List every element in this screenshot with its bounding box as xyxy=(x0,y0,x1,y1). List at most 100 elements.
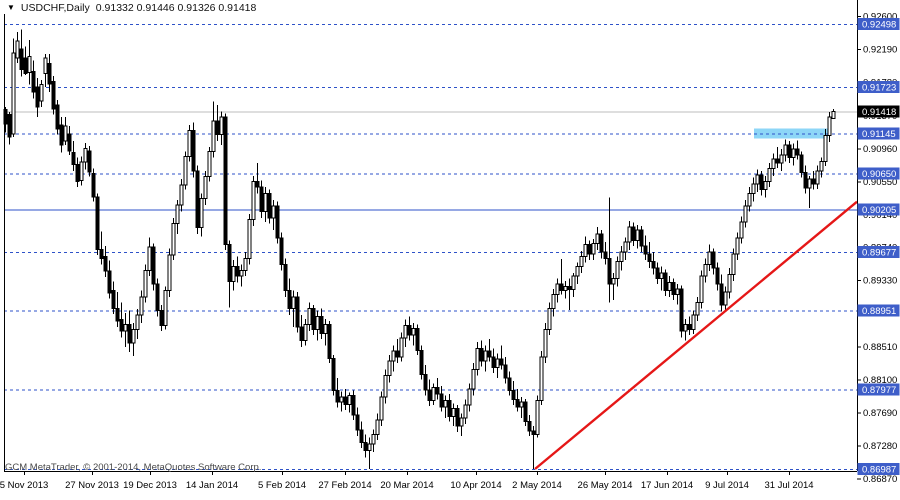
candle-body-down xyxy=(287,290,292,309)
candle-body-down xyxy=(655,267,660,279)
candle xyxy=(247,213,252,265)
candle xyxy=(423,364,428,396)
level-label-box xyxy=(857,80,900,93)
price-tick-label: 0.86870 xyxy=(863,474,897,485)
candle xyxy=(603,242,608,265)
candle xyxy=(451,403,456,427)
candle-body-up xyxy=(203,176,208,199)
candle xyxy=(815,165,820,189)
trend-line[interactable] xyxy=(534,200,858,470)
candle xyxy=(735,232,740,260)
candle-body-up xyxy=(467,388,472,406)
candle-body-up xyxy=(475,348,480,371)
candle-body-down xyxy=(119,319,124,332)
candle-body-down xyxy=(423,374,428,391)
candle xyxy=(359,421,364,449)
candle-body-up xyxy=(39,84,44,102)
candle-body-down xyxy=(283,264,288,292)
level-label-box xyxy=(857,304,900,317)
candle xyxy=(523,398,528,427)
candle-body-up xyxy=(735,237,740,255)
level-label-text: 0.88951 xyxy=(862,306,896,317)
candle xyxy=(391,345,396,372)
level-label-text: 0.91723 xyxy=(862,82,896,93)
candle xyxy=(575,262,580,285)
candle xyxy=(223,113,228,251)
candle xyxy=(567,278,572,310)
candle-body-down xyxy=(51,80,56,110)
candle-body-up xyxy=(783,144,788,156)
symbol-dropdown-icon[interactable]: ▼ xyxy=(7,3,15,12)
candle xyxy=(707,244,712,272)
candle xyxy=(159,305,164,331)
candle-body-down xyxy=(719,283,724,306)
candle-body-down xyxy=(335,390,340,403)
candle-body-down xyxy=(687,323,692,330)
candle-body-up xyxy=(659,272,664,279)
price-tick-label: 0.92600 xyxy=(863,12,897,23)
candle-body-down xyxy=(787,144,792,158)
level-label-box xyxy=(857,18,900,31)
candle xyxy=(11,38,16,138)
candle xyxy=(755,169,760,193)
candle-body-up xyxy=(543,328,548,358)
candle xyxy=(651,251,656,275)
candle xyxy=(303,318,308,346)
candle-body-up xyxy=(379,396,384,421)
candle-body-up xyxy=(551,294,556,309)
candle xyxy=(211,101,216,158)
candle xyxy=(347,392,352,413)
candle-body-down xyxy=(759,174,764,191)
candle-body-up xyxy=(675,288,680,296)
candle-body-up xyxy=(683,323,688,332)
date-tick-label: 10 Apr 2014 xyxy=(450,480,501,491)
candle xyxy=(495,353,500,378)
candle-body-down xyxy=(267,193,272,219)
candle-body-up xyxy=(747,193,752,207)
candle-body-down xyxy=(599,233,604,253)
date-tick-label: 17 Jun 2014 xyxy=(641,480,693,491)
candle-body-up xyxy=(391,350,396,362)
candle-body-up xyxy=(695,302,700,316)
candle-body-up xyxy=(595,233,600,245)
candle-body-up xyxy=(767,168,772,183)
candle-body-down xyxy=(603,251,608,259)
candle-body-down xyxy=(47,63,52,85)
candle-body-up xyxy=(591,243,596,255)
candle xyxy=(203,171,208,205)
candle xyxy=(15,32,20,63)
candle xyxy=(675,284,680,305)
candle-body-up xyxy=(123,323,128,332)
candle xyxy=(683,318,688,341)
candle-body-down xyxy=(439,393,444,408)
candle xyxy=(207,146,212,182)
candle-body-down xyxy=(435,386,440,395)
candle-body-down xyxy=(631,226,636,241)
candle xyxy=(327,321,332,364)
candle xyxy=(767,162,772,188)
candle-body-up xyxy=(535,399,540,435)
candle xyxy=(227,240,232,308)
candle xyxy=(655,262,660,285)
candle xyxy=(383,369,388,404)
candle xyxy=(307,302,312,331)
candle-body-up xyxy=(771,158,776,170)
candle-body-down xyxy=(295,296,300,328)
candle xyxy=(595,226,600,251)
candle xyxy=(87,146,92,177)
date-tick-label: 20 Mar 2014 xyxy=(380,480,433,491)
candle-body-up xyxy=(547,307,552,330)
candle-body-down xyxy=(419,349,424,376)
candle-body-down xyxy=(19,48,24,70)
candle-body-up xyxy=(375,419,380,435)
candle-body-up xyxy=(443,399,448,408)
symbol-period-label: USDCHF,Daily xyxy=(20,2,90,14)
candle xyxy=(23,46,28,75)
candle xyxy=(787,141,792,163)
candle xyxy=(827,112,832,142)
candle xyxy=(551,288,556,317)
candle-body-up xyxy=(399,337,404,358)
candle xyxy=(175,200,180,235)
candle xyxy=(407,316,412,341)
